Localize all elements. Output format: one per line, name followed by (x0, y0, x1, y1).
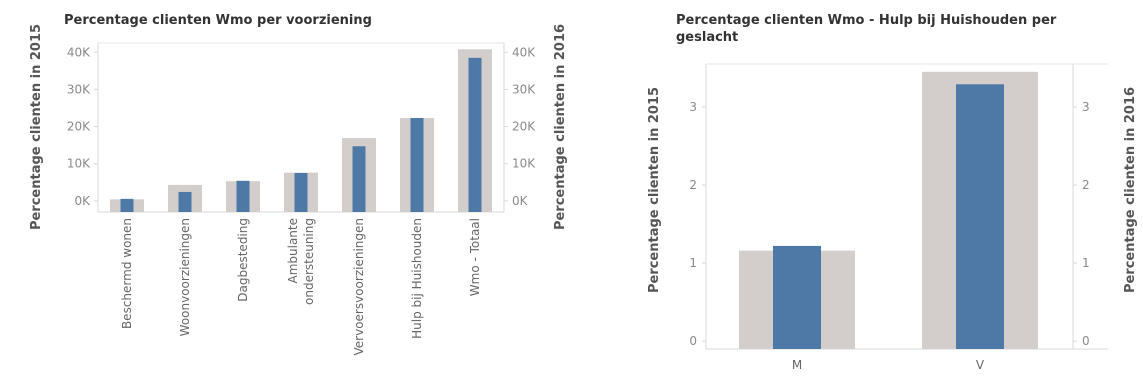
chart1-ylabel-left: Percentage clienten in 2015 (29, 24, 44, 230)
bar-2016-wmo-totaal (468, 57, 482, 212)
chart1-left-tick-label: 40K (67, 45, 91, 59)
chart2-left-tick-label: 0 (689, 334, 697, 348)
chart1-ticks: 0K 0K 10K 10K 20K 20K 30K 30K 40K 40K (67, 45, 536, 208)
chart2-title-line-2: geslacht (676, 30, 738, 45)
chart2-category-label-m: M (792, 358, 802, 372)
bar-2016-ambulante-ondersteuning (294, 173, 308, 212)
chart2-title-line-1: Percentage clienten Wmo - Hulp bij Huish… (676, 13, 1057, 28)
chart2-left-tick-label: 3 (689, 100, 697, 114)
chart1-category-label-wmo-totaal: Wmo - Totaal (468, 218, 482, 296)
chart1-ylabel-right: Percentage clienten in 2016 (553, 24, 568, 230)
chart1-right-tick-label: 0K (512, 194, 529, 208)
chart1-category-label-vervoersvoorzieningen: Vervoersvoorzieningen (352, 218, 366, 356)
chart2-right-tick-label: 3 (1082, 100, 1090, 114)
bar-2016-vervoersvoorzieningen (352, 146, 366, 212)
chart2-left-tick-label: 1 (689, 256, 697, 270)
chart1-left-tick-label: 0K (74, 194, 91, 208)
chart2-ylabel-left: Percentage clienten in 2015 (647, 87, 662, 293)
chart2-right-tick-label: 1 (1082, 256, 1090, 270)
chart1-category-labels: Beschermd wonen Woonvoorzieningen Dagbeste… (120, 218, 482, 356)
chart1-right-tick-label: 20K (512, 120, 536, 134)
chart2-right-tick-label: 0 (1082, 334, 1090, 348)
chart1-right-tick-label: 30K (512, 82, 536, 96)
chart1-left-tick-label: 20K (67, 120, 91, 134)
bar-2016-dagbesteding (236, 180, 250, 212)
chart1-right-tick-label: 10K (512, 157, 536, 171)
chart1-category-label-ambulante-ondersteuning: Ambulante (286, 218, 300, 284)
bar-2016-woonvoorzieningen (178, 191, 192, 212)
chart2-ticks: 0 1 2 3 0 1 2 3 (689, 100, 1089, 348)
chart1-category-label-woonvoorzieningen: Woonvoorzieningen (178, 218, 192, 336)
chart1-left-tick-label: 10K (67, 157, 91, 171)
chart1-left-tick-label: 30K (67, 82, 91, 96)
chart2-right-tick-label: 2 (1082, 178, 1090, 192)
bar-2016-beschermd-wonen (120, 198, 134, 212)
chart1-right-tick-label: 40K (512, 45, 536, 59)
chart1-title: Percentage clienten Wmo per voorziening (64, 13, 372, 28)
chart-wmo-per-voorziening: Percentage clienten Wmo per voorziening … (29, 13, 568, 356)
bar-2016-v (956, 84, 1004, 350)
chart2-left-tick-label: 2 (689, 178, 697, 192)
chart2-category-label-v: V (976, 358, 985, 372)
chart-hulp-bij-huishouden-geslacht: Percentage clienten Wmo - Hulp bij Huish… (647, 13, 1138, 372)
chart2-title: Percentage clienten Wmo - Hulp bij Huish… (676, 13, 1061, 45)
chart1-category-label-beschermd-wonen: Beschermd wonen (120, 218, 134, 329)
bar-2016-m (773, 245, 821, 349)
chart1-category-label-hulp-bij-huishouden: Hulp bij Huishouden (410, 218, 424, 339)
chart2-ylabel-right: Percentage clienten in 2016 (1123, 87, 1138, 293)
chart1-category-label-ambulante-ondersteuning: ondersteuning (302, 218, 316, 305)
chart2-bars (739, 71, 1038, 350)
chart1-category-label-dagbesteding: Dagbesteding (236, 218, 250, 302)
chart1-bars (110, 49, 492, 212)
bar-2016-hulp-bij-huishouden (410, 118, 424, 212)
